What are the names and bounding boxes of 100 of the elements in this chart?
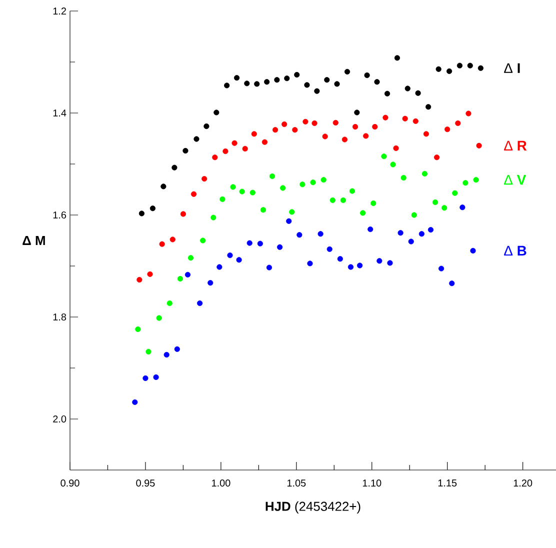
point xyxy=(188,255,194,261)
series-label: Δ R xyxy=(504,140,527,150)
point xyxy=(404,86,410,92)
point xyxy=(310,180,316,186)
point xyxy=(411,212,417,218)
point xyxy=(274,77,280,83)
x-tick-label: 1.15 xyxy=(438,480,457,486)
point xyxy=(164,352,170,358)
point xyxy=(220,196,226,202)
point xyxy=(455,120,461,126)
point xyxy=(222,148,228,154)
series-label: Δ I xyxy=(504,63,520,73)
point xyxy=(239,188,245,194)
point xyxy=(332,120,338,126)
point xyxy=(438,266,444,272)
point xyxy=(150,206,156,212)
point xyxy=(234,75,240,81)
point xyxy=(412,118,418,124)
point xyxy=(360,210,366,216)
point xyxy=(264,79,270,85)
point xyxy=(254,81,260,87)
point xyxy=(307,260,313,266)
point xyxy=(216,264,222,270)
point xyxy=(190,191,197,197)
point xyxy=(262,139,268,145)
point xyxy=(348,264,354,270)
point xyxy=(227,252,233,258)
point xyxy=(470,248,476,254)
point xyxy=(304,82,310,88)
point xyxy=(200,238,206,244)
point xyxy=(208,280,214,286)
point xyxy=(314,88,320,94)
point xyxy=(368,226,374,232)
x-tick-label: 0.90 xyxy=(60,480,80,487)
text: Δ B xyxy=(504,246,526,256)
point xyxy=(250,190,256,196)
point xyxy=(172,164,178,170)
point xyxy=(452,190,458,196)
point xyxy=(400,174,406,181)
point xyxy=(251,131,257,137)
point xyxy=(398,230,404,236)
point xyxy=(132,399,138,405)
point xyxy=(320,177,326,183)
point xyxy=(342,136,348,142)
x-tick-label: 1.00 xyxy=(212,480,230,487)
point xyxy=(138,210,144,216)
point xyxy=(286,218,292,224)
point xyxy=(476,142,482,148)
point xyxy=(418,231,424,237)
point xyxy=(312,120,318,126)
point xyxy=(374,79,380,85)
point xyxy=(364,72,370,78)
point xyxy=(257,240,263,246)
point xyxy=(302,118,308,124)
y-tick-label: 1.6 xyxy=(53,211,66,219)
point xyxy=(466,110,472,116)
point xyxy=(337,256,343,262)
point xyxy=(434,154,440,160)
point xyxy=(442,205,448,211)
point xyxy=(381,154,387,160)
point xyxy=(330,197,336,204)
x-tick-label: 1.05 xyxy=(287,480,306,487)
x-tick-label: 1.20 xyxy=(514,480,532,487)
point xyxy=(300,182,306,188)
point xyxy=(415,90,421,96)
point xyxy=(372,124,378,130)
point xyxy=(246,240,252,246)
point xyxy=(446,68,452,74)
point xyxy=(387,260,393,266)
point xyxy=(146,348,152,354)
point xyxy=(444,126,450,132)
point xyxy=(266,264,272,270)
point xyxy=(166,300,172,306)
point xyxy=(232,140,238,146)
point xyxy=(408,238,414,244)
point xyxy=(289,209,295,215)
point xyxy=(334,81,340,87)
x-axis-title: HJD (2453422+) xyxy=(266,501,360,514)
point xyxy=(322,134,328,140)
point xyxy=(156,315,162,321)
point xyxy=(296,232,302,238)
point xyxy=(370,200,376,206)
point xyxy=(326,246,332,252)
point xyxy=(462,180,468,186)
point xyxy=(214,110,220,116)
x-tick-label: 0.95 xyxy=(136,480,155,487)
point xyxy=(428,226,434,233)
point xyxy=(460,204,466,210)
point xyxy=(197,300,203,306)
point xyxy=(402,116,408,122)
point xyxy=(422,170,428,176)
point xyxy=(423,131,430,137)
point xyxy=(478,65,484,71)
point xyxy=(236,257,242,263)
y-axis-title: Δ M xyxy=(22,236,45,245)
point xyxy=(344,68,350,74)
point xyxy=(230,184,236,190)
point xyxy=(349,188,356,194)
point xyxy=(153,374,159,380)
point xyxy=(284,76,290,82)
